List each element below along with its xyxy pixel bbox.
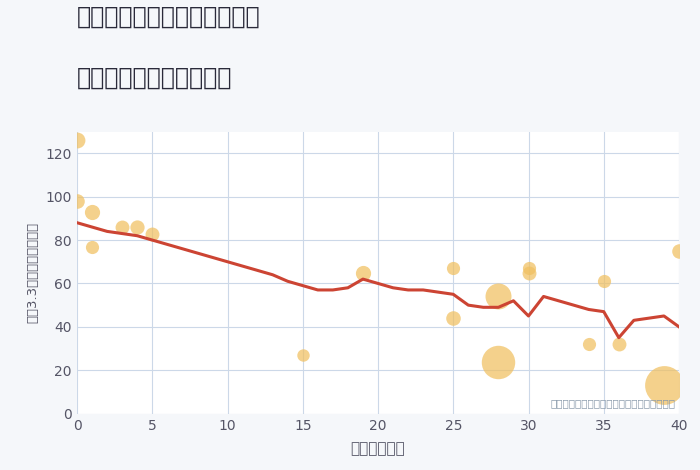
- Point: [297, 351, 308, 359]
- Point: [132, 223, 143, 231]
- Point: [116, 223, 128, 231]
- Point: [147, 230, 158, 237]
- Text: 築年数別中古戸建て価格: 築年数別中古戸建て価格: [77, 66, 232, 90]
- Point: [71, 136, 83, 144]
- Text: 愛知県名古屋市北区丸新町の: 愛知県名古屋市北区丸新町の: [77, 5, 260, 29]
- Point: [448, 314, 459, 322]
- Point: [673, 247, 685, 255]
- Text: 円の大きさは、取引のあった物件面積を示す: 円の大きさは、取引のあった物件面積を示す: [551, 398, 676, 408]
- Point: [71, 197, 83, 205]
- Point: [357, 269, 368, 276]
- Point: [598, 277, 609, 285]
- Point: [613, 340, 624, 348]
- Y-axis label: 坪（3.3㎡）単価（万円）: 坪（3.3㎡）単価（万円）: [27, 222, 39, 323]
- Point: [87, 208, 98, 216]
- Point: [523, 265, 534, 272]
- Point: [87, 243, 98, 251]
- Point: [658, 382, 669, 389]
- Point: [493, 293, 504, 300]
- Point: [493, 358, 504, 365]
- X-axis label: 築年数（年）: 築年数（年）: [351, 441, 405, 456]
- Point: [448, 265, 459, 272]
- Point: [583, 340, 594, 348]
- Point: [523, 269, 534, 276]
